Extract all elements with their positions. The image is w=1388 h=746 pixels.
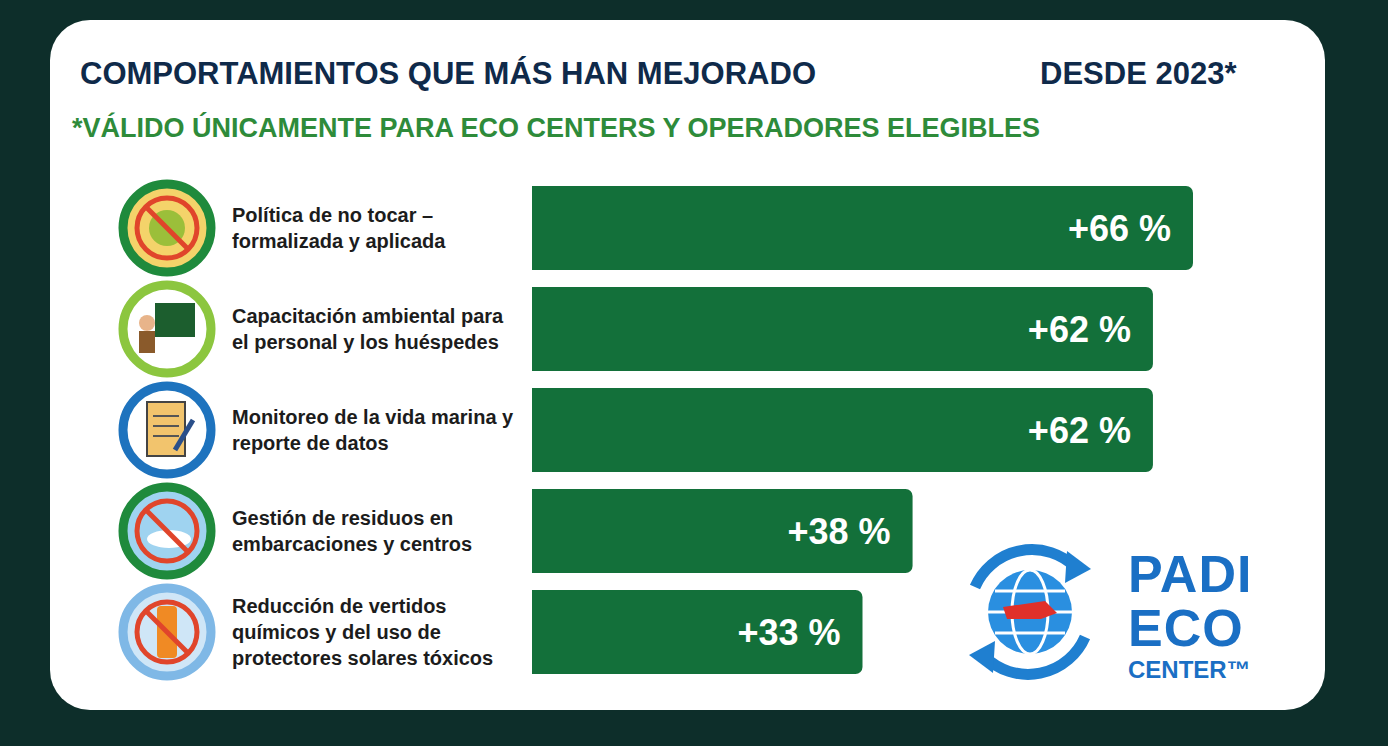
svg-text:+33 %: +33 % <box>737 612 840 653</box>
html-text:Capacitación ambiental para el: Capacitación ambiental para el personal … <box>232 304 504 353</box>
html-text:Política de no tocar – formali: Política de no tocar – formalizada y apl… <box>232 203 446 252</box>
html-text:Monitoreo de la vida marina y: Monitoreo de la vida marina y reporte de… <box>232 405 514 454</box>
svg-text:+62 %: +62 % <box>1028 309 1131 350</box>
html-text:DESDE 2023*: DESDE 2023* <box>1040 56 1237 91</box>
html-text:*VÁLIDO ÚNICAMENTE PARA ECO CE: *VÁLIDO ÚNICAMENTE PARA ECO CENTERS Y OP… <box>72 113 1041 143</box>
svg-text:+66 %: +66 % <box>1068 208 1171 249</box>
html-text:ECO: ECO <box>1128 599 1244 657</box>
html-text:Reducción de vertidos químicos: Reducción de vertidos químicos y del uso… <box>232 594 494 669</box>
svg-text:+62 %: +62 % <box>1028 410 1131 451</box>
html-text:PADI: PADI <box>1128 545 1253 603</box>
html-text:COMPORTAMIENTOS QUE MÁS HAN ME: COMPORTAMIENTOS QUE MÁS HAN MEJORADO <box>80 56 816 91</box>
html-text:CENTER™: CENTER™ <box>1128 656 1251 683</box>
svg-text:+38 %: +38 % <box>787 511 890 552</box>
html-text:Gestión de residuos en embarca: Gestión de residuos en embarcaciones y c… <box>232 506 473 555</box>
